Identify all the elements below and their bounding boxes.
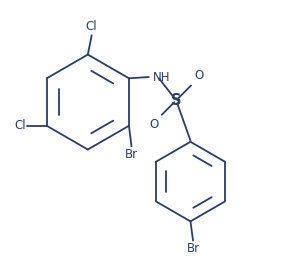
Text: S: S	[171, 93, 182, 108]
Text: Cl: Cl	[86, 20, 98, 33]
Text: NH: NH	[153, 70, 171, 83]
Text: Br: Br	[125, 148, 138, 161]
Text: O: O	[194, 69, 204, 82]
Text: O: O	[149, 118, 158, 131]
Text: Br: Br	[186, 242, 200, 255]
Text: Cl: Cl	[15, 119, 26, 132]
